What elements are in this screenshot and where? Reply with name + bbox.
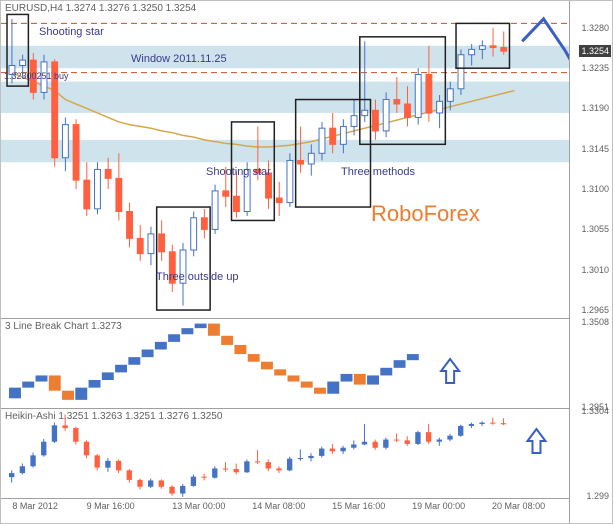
main-chart-svg (1, 1, 572, 319)
x-tick-label: 19 Mar 00:00 (412, 501, 465, 511)
x-tick-label: 20 Mar 08:00 (492, 501, 545, 511)
x-tick-label: 9 Mar 16:00 (87, 501, 135, 511)
y-tick-label: 1.2965 (581, 305, 609, 315)
annotation-three-methods: Three methods (341, 166, 415, 178)
linebreak-svg (1, 319, 572, 409)
x-tick-label: 14 Mar 08:00 (252, 501, 305, 511)
x-tick-label: 15 Mar 16:00 (332, 501, 385, 511)
y-tick-label: 1.3190 (581, 103, 609, 113)
annotation-shooting-star-2: Shooting star (206, 166, 271, 178)
y-tick-label: 1.3304 (581, 406, 609, 416)
x-axis: 8 Mar 2012 9 Mar 16:00 13 Mar 00:00 14 Mar … (1, 499, 570, 524)
heikin-plot-area[interactable]: Heikin-Ashi 1.3251 1.3263 1.3251 1.3276 … (1, 409, 570, 498)
chart-container: EURUSD,H4 1.3274 1.3276 1.3250 1.3254 Sh… (0, 0, 613, 524)
annotation-window: Window 2011.11.25 (131, 53, 227, 65)
y-tick-label: 1.3235 (581, 63, 609, 73)
linebreak-plot-area[interactable]: 3 Line Break Chart 1.3273 (1, 319, 570, 408)
x-tick-label: 8 Mar 2012 (12, 501, 58, 511)
annotation-buy: 1.32300251 buy (4, 71, 69, 81)
heikin-svg (1, 409, 572, 499)
main-candlestick-panel[interactable]: EURUSD,H4 1.3274 1.3276 1.3250 1.3254 Sh… (1, 1, 612, 319)
y-axis: 1.2965 1.3010 1.3055 1.3100 1.3145 1.3190 1.32… (569, 1, 612, 523)
y-tick-label: 1.3508 (581, 317, 609, 327)
y-tick-label: 1.3100 (581, 184, 609, 194)
current-price-tag: 1.3254 (579, 45, 611, 57)
annotation-three-outside-up: Three outside up (156, 271, 239, 283)
linebreak-title: 3 Line Break Chart 1.3273 (5, 321, 122, 332)
heikin-ashi-panel[interactable]: Heikin-Ashi 1.3251 1.3263 1.3251 1.3276 … (1, 409, 612, 499)
heikin-title: Heikin-Ashi 1.3251 1.3263 1.3251 1.3276 … (5, 411, 222, 422)
y-tick-label: 1.3055 (581, 224, 609, 234)
y-tick-label: 1.299 (586, 491, 609, 501)
annotation-shooting-star-1: Shooting star (39, 26, 104, 38)
main-plot-area[interactable]: EURUSD,H4 1.3274 1.3276 1.3250 1.3254 Sh… (1, 1, 570, 318)
y-tick-label: 1.3145 (581, 144, 609, 154)
x-tick-label: 13 Mar 00:00 (172, 501, 225, 511)
brand-watermark: RoboForex (371, 201, 480, 227)
line-break-panel[interactable]: 3 Line Break Chart 1.3273 (1, 319, 612, 409)
y-tick-label: 1.3010 (581, 265, 609, 275)
y-tick-label: 1.3280 (581, 23, 609, 33)
symbol-title: EURUSD,H4 1.3274 1.3276 1.3250 1.3254 (5, 3, 196, 14)
